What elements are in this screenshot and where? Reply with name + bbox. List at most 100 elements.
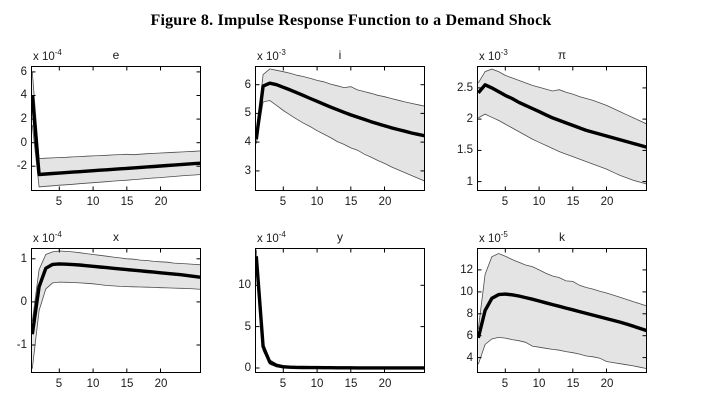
confidence-band: [32, 71, 201, 187]
axis-box: [477, 66, 647, 191]
x-tick-label: 5: [55, 196, 63, 208]
confidence-band: [256, 68, 425, 182]
subplot-title-i: i: [338, 48, 342, 62]
plot-area-e: [31, 66, 201, 191]
y-tick-label: 5: [244, 321, 251, 333]
plot-area-x: [31, 248, 201, 373]
tick-marks: [477, 248, 647, 373]
y-tick-label: 4: [466, 352, 473, 364]
x-tick-label: 20: [378, 196, 392, 208]
confidence-band: [32, 251, 201, 369]
y-tick-label: 0: [244, 362, 251, 374]
y-tick-label: 1: [466, 176, 473, 188]
x-tick-label: 15: [120, 378, 134, 390]
y-tick-label: 2: [20, 113, 27, 125]
scale-label-k: x 10-5: [479, 230, 508, 245]
subplot-title-k: k: [559, 230, 565, 244]
band-upper-edge: [255, 68, 425, 136]
x-tick-label: 10: [532, 196, 546, 208]
x-tick-label: 10: [86, 196, 100, 208]
band-lower-edge: [255, 264, 425, 369]
x-tick-label: 10: [86, 378, 100, 390]
scale-label-i: x 10-3: [257, 48, 286, 63]
band-upper-edge: [477, 68, 647, 125]
x-tick-label: 5: [501, 196, 509, 208]
y-tick-label: 8: [466, 308, 473, 320]
x-tick-label: 5: [501, 378, 509, 390]
median-line: [31, 95, 201, 177]
y-tick-label: 4: [20, 89, 27, 101]
x-tick-label: 10: [532, 378, 546, 390]
median-line: [255, 256, 425, 370]
y-tick-label: 6: [20, 66, 27, 78]
y-tick-label: -1: [16, 339, 27, 351]
confidence-band: [478, 253, 647, 369]
subplot-title-x: x: [113, 230, 119, 244]
median-line: [477, 83, 647, 149]
tick-marks: [31, 248, 201, 373]
subplot-title-pi: π: [557, 48, 567, 62]
y-tick-label: 2.5: [457, 82, 473, 94]
scale-label-pi: x 10-3: [479, 48, 508, 63]
band-upper-edge: [255, 249, 425, 368]
x-tick-label: 10: [310, 378, 324, 390]
x-tick-label: 5: [55, 378, 63, 390]
axis-box: [31, 248, 201, 373]
plot-area-y: [255, 248, 425, 373]
band-lower-edge: [255, 100, 425, 182]
tick-marks: [31, 66, 201, 191]
y-tick-label: 10: [460, 286, 473, 298]
x-tick-label: 20: [154, 196, 168, 208]
band-lower-edge: [31, 124, 201, 188]
x-tick-label: 20: [154, 378, 168, 390]
band-lower-edge: [31, 281, 201, 369]
scale-label-y: x 10-4: [257, 230, 286, 245]
band-lower-edge: [477, 336, 647, 369]
plot-area-k: [477, 248, 647, 373]
subplot-title-y: y: [337, 230, 343, 244]
x-tick-label: 15: [120, 196, 134, 208]
axis-box: [255, 66, 425, 191]
plot-area-i: [255, 66, 425, 191]
x-tick-label: 20: [378, 378, 392, 390]
y-tick-label: 5: [244, 107, 251, 119]
y-tick-label: 2: [466, 113, 473, 125]
y-tick-label: 6: [466, 330, 473, 342]
plot-area-pi: [477, 66, 647, 191]
confidence-band: [256, 249, 425, 369]
y-tick-label: 0: [20, 296, 27, 308]
x-tick-label: 10: [310, 196, 324, 208]
axis-box: [477, 248, 647, 373]
scale-label-x: x 10-4: [33, 230, 62, 245]
x-tick-label: 20: [600, 378, 614, 390]
band-upper-edge: [31, 250, 201, 322]
y-tick-label: 4: [244, 136, 251, 148]
x-tick-label: 5: [279, 378, 287, 390]
subplot-title-e: e: [112, 48, 120, 62]
median-line: [477, 292, 647, 339]
y-tick-label: -2: [16, 160, 27, 172]
x-tick-label: 15: [344, 196, 358, 208]
tick-marks: [255, 66, 425, 191]
y-tick-label: 1: [20, 253, 27, 265]
x-tick-label: 15: [344, 378, 358, 390]
y-tick-label: 10: [238, 279, 251, 291]
tick-marks: [255, 248, 425, 373]
band-upper-edge: [31, 71, 201, 160]
axis-box: [31, 66, 201, 191]
band-upper-edge: [477, 253, 647, 330]
y-tick-label: 0: [20, 137, 27, 149]
axis-box: [255, 248, 425, 373]
x-tick-label: 15: [566, 196, 580, 208]
band-lower-edge: [478, 113, 647, 185]
confidence-band: [478, 69, 647, 185]
y-tick-label: 3: [244, 165, 251, 177]
figure-title: Figure 8. Impulse Response Function to a…: [150, 12, 552, 29]
median-line: [31, 262, 201, 335]
y-tick-label: 6: [244, 79, 251, 91]
tick-marks: [477, 66, 647, 191]
y-tick-label: 1.5: [457, 144, 473, 156]
x-tick-label: 5: [279, 196, 287, 208]
scale-label-e: x 10-4: [33, 48, 62, 63]
